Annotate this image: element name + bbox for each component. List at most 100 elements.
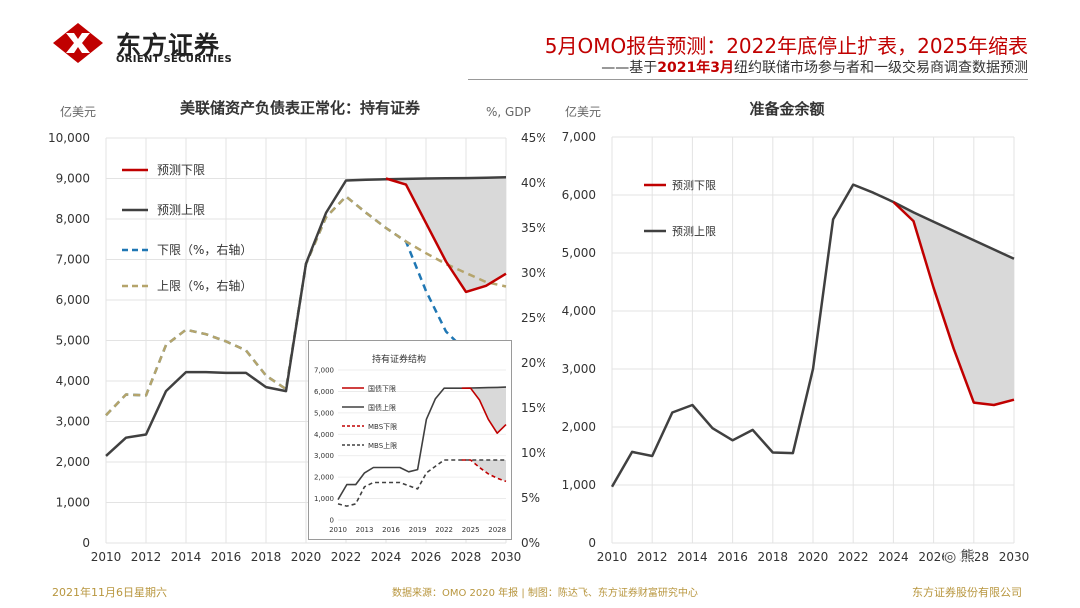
y-right-tick-label: 5%: [521, 491, 540, 505]
chart-title: 美联储资产负债表正常化：持有证券: [180, 99, 421, 117]
y-tick-label: 7,000: [562, 130, 596, 144]
chart-title: 准备金余额: [749, 100, 824, 118]
y-tick-label: 6,000: [562, 188, 596, 202]
reserves-chart: 0 1,000 2,000 3,000 4,000 5,000 6,000 7,000 2010…: [562, 100, 1030, 564]
y-right-tick-label: 25%: [521, 311, 545, 325]
y-left-tick-label: 4,000: [56, 374, 90, 388]
x-tick-label: 2030: [491, 550, 522, 564]
series-line-3: [337, 459, 506, 507]
y-left-tick-label: 7,000: [56, 253, 90, 267]
legend-label: 预测下限: [672, 179, 716, 192]
x-tick-label: 2018: [758, 550, 789, 564]
y-right-tick-label: 20%: [521, 356, 545, 370]
series-line-1: [105, 176, 507, 457]
y-tick-label: 1,000: [562, 478, 596, 492]
header-divider: [468, 79, 1028, 80]
x-tick-label: 2025: [462, 526, 480, 534]
legend-label: 国债下限: [368, 384, 396, 393]
holdings-chart: 0 1,000 2,000 3,000 4,000 5,000 6,000 7,000 8,00…: [48, 99, 545, 564]
y-tick-label: 0: [588, 536, 596, 550]
x-tick-label: 2010: [329, 526, 347, 534]
page-headline: 5月OMO报告预测：2022年底停止扩表，2025年缩表: [544, 34, 1028, 58]
legend-label: 预测上限: [157, 203, 205, 217]
legend-label: MBS下限: [368, 422, 397, 431]
series-line-0: [892, 201, 1015, 407]
y-left-tick-label: 8,000: [56, 212, 90, 226]
y-tick-label: 4,000: [314, 431, 334, 439]
series-line-1: [337, 386, 507, 501]
y-left-tick-label: 6,000: [56, 293, 90, 307]
x-tick-label: 2012: [637, 550, 668, 564]
y-axis-label: 亿美元: [565, 104, 601, 119]
x-tick-label: 2019: [409, 526, 427, 534]
y-right-tick-label: 35%: [521, 221, 545, 235]
y-tick-label: 7,000: [314, 367, 334, 375]
series-line-0: [461, 387, 507, 434]
y-right-tick-label: 15%: [521, 401, 545, 415]
legend-label: MBS上限: [368, 441, 397, 450]
y-right-axis-label: %, GDP: [486, 105, 531, 119]
series-line-1: [610, 183, 1015, 488]
inset-title: 持有证券结构: [372, 353, 426, 365]
y-tick-label: 0: [330, 517, 334, 525]
series-line-0: [385, 177, 507, 294]
x-tick-label: 2014: [677, 550, 708, 564]
y-left-tick-label: 3,000: [56, 415, 90, 429]
x-tick-label: 2016: [717, 550, 748, 564]
y-left-tick-label: 1,000: [56, 496, 90, 510]
x-tick-label: 2018: [251, 550, 282, 564]
x-tick-label: 2022: [435, 526, 453, 534]
page-subheadline: ——基于2021年3月纽约联储市场参与者和一级交易商调查数据预测: [601, 57, 1028, 77]
watermark: ◎ 熊: [944, 546, 975, 566]
y-tick-label: 5,000: [562, 246, 596, 260]
mbs-range-shade: [461, 460, 506, 482]
x-tick-label: 2026: [411, 550, 442, 564]
x-tick-label: 2028: [451, 550, 482, 564]
x-tick-label: 2010: [597, 550, 628, 564]
y-tick-label: 2,000: [314, 474, 334, 482]
y-left-tick-label: 5,000: [56, 334, 90, 348]
y-tick-label: 1,000: [314, 495, 334, 503]
y-right-tick-label: 45%: [521, 131, 545, 145]
forecast-range-shade: [386, 177, 506, 292]
x-tick-label: 2022: [331, 550, 362, 564]
subline-prefix: ——基于: [601, 60, 658, 76]
legend-label: 国债上限: [368, 403, 396, 412]
logo-english-name: ORIENT SECURITIES: [116, 54, 233, 65]
watermark-text: 熊: [960, 549, 975, 565]
x-tick-label: 2012: [131, 550, 162, 564]
y-tick-label: 6,000: [314, 388, 334, 396]
x-tick-label: 2026: [918, 550, 949, 564]
footer-source: 数据来源：OMO 2020 年报 | 制图：陈达飞、东方证券财富研究中心: [392, 588, 698, 599]
logo-chinese-name: 东方证券: [116, 31, 221, 60]
y-left-tick-label: 0: [82, 536, 90, 550]
x-tick-label: 2016: [211, 550, 242, 564]
x-tick-label: 2013: [356, 526, 374, 534]
legend-label: 上限（%，右轴）: [157, 278, 252, 293]
x-tick-label: 2028: [488, 526, 506, 534]
y-tick-label: 4,000: [562, 304, 596, 318]
x-tick-label: 2020: [798, 550, 829, 564]
subline-suffix: 纽约联储市场参与者和一级交易商调查数据预测: [734, 60, 1028, 76]
y-right-tick-label: 10%: [521, 446, 545, 460]
legend-label: 下限（%，右轴）: [157, 242, 252, 257]
footer-company: 东方证券股份有限公司: [912, 586, 1022, 599]
y-right-tick-label: 40%: [521, 176, 545, 190]
series-line-2: [461, 459, 507, 483]
x-tick-label: 2022: [838, 550, 869, 564]
y-left-axis-label: 亿美元: [60, 104, 96, 119]
y-left-tick-label: 10,000: [48, 131, 90, 145]
y-tick-label: 2,000: [562, 420, 596, 434]
securities-structure-inset: 0 1,000 2,000 3,000 4,000 5,000 6,000 7,000 2010…: [308, 340, 512, 540]
x-tick-label: 2020: [291, 550, 322, 564]
y-tick-label: 3,000: [314, 452, 334, 460]
footer-date: 2021年11月6日星期六: [52, 586, 167, 599]
y-tick-label: 3,000: [562, 362, 596, 376]
x-tick-label: 2024: [371, 550, 402, 564]
x-tick-label: 2010: [91, 550, 122, 564]
legend-label: 预测下限: [157, 163, 205, 177]
x-tick-label: 2030: [999, 550, 1030, 564]
x-tick-label: 2016: [382, 526, 400, 534]
x-tick-label: 2014: [171, 550, 202, 564]
inset-frame: [308, 340, 512, 540]
